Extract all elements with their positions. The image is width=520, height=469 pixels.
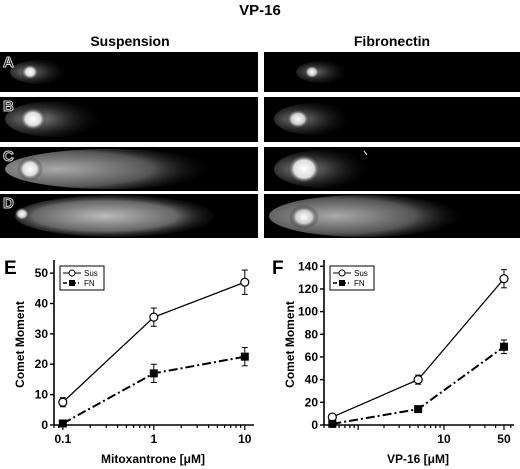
chart-e-legend-label-fn: FN [84, 279, 95, 288]
chart-f-legend-box [329, 265, 375, 291]
chart-f-x-axis-label: VP-16 [μM] [387, 452, 449, 466]
comet-image-b-fibronectin [264, 97, 520, 142]
chart-e-series-sus-line [62, 281, 246, 403]
chart-f-point-fn [414, 405, 423, 414]
comet-image-a-suspension [0, 52, 258, 92]
chart-f-point-fn [499, 342, 508, 351]
chart-e-legend-box [59, 265, 105, 291]
comet-image-d-suspension [0, 194, 258, 238]
comet-image-c-suspension [0, 147, 258, 191]
chart-f-y-tick-label: 40 [305, 373, 319, 387]
chart-f-y-tick-label: 100 [298, 305, 318, 319]
chart-e-point-fn [58, 419, 67, 428]
chart-e-y-axis-label: Comet Moment [13, 301, 27, 388]
chart-e-point-sus [58, 397, 68, 407]
chart-e-y-tick-label: 30 [35, 327, 49, 341]
chart-f-legend-marker-sus [338, 269, 346, 277]
comet-d-suspension-graphic [14, 195, 215, 237]
chart-e-x-tick-label: 10 [238, 432, 252, 446]
comet-c-fibronectin-graphic [274, 150, 374, 188]
row-label-d: D [3, 195, 15, 213]
panel-letter-f: F [272, 258, 284, 279]
chart-e-y-tick-label: 40 [35, 296, 49, 310]
chart-f-legend-label-fn: FN [354, 279, 365, 288]
chart-f-y-tick-label: 20 [305, 395, 319, 409]
comet-a-fibronectin-graphic [296, 61, 348, 83]
chart-f-legend-label-sus: Sus [354, 269, 368, 278]
chart-e-y-tick-label: 50 [35, 266, 49, 280]
chart-f-legend-marker-fn [339, 280, 345, 286]
chart-f-series-sus-line [332, 278, 505, 418]
chart-f-y-tick-label: 60 [305, 350, 319, 364]
chart-f-y-tick-label: 80 [305, 327, 319, 341]
chart-f-y-tick-label: 140 [298, 259, 318, 273]
chart-e-y-tick-label: 0 [41, 418, 48, 432]
comet-c-suspension-graphic [5, 149, 215, 189]
column-header-fibronectin: Fibronectin [353, 33, 431, 49]
column-header-suspension: Suspension [90, 33, 170, 49]
chart-e: 0 10 20 30 40 50 0.1 1 10 Mitoxantrone [μM] Comet … [13, 260, 254, 466]
comet-b-suspension-graphic [5, 101, 105, 137]
comet-image-d-fibronectin [264, 194, 520, 238]
chart-e-point-fn [149, 369, 158, 378]
panel-letter-e: E [4, 258, 17, 279]
chart-f: 0 20 40 60 80 100 120 140 10 50 VP-16 [μM] Comet Mo… [283, 259, 514, 466]
chart-e-x-tick-label: 0.1 [54, 432, 71, 446]
chart-f-y-tick-label: 120 [298, 282, 318, 296]
comet-a-suspension-graphic [10, 60, 70, 84]
chart-e-point-sus [149, 312, 159, 322]
chart-e-legend-marker-fn [69, 280, 75, 286]
comet-b-fibronectin-graphic [274, 103, 354, 135]
chart-e-x-tick-label: 1 [150, 432, 157, 446]
comet-image-b-suspension [0, 97, 258, 142]
chart-e-legend-marker-sus [68, 269, 76, 277]
chart-f-point-sus [413, 375, 423, 385]
chart-f-y-axis-label: Comet Moment [283, 301, 297, 388]
comet-d-fibronectin-graphic [269, 195, 459, 237]
chart-f-y-tick-label: 0 [311, 418, 318, 432]
chart-f-x-tick-label: 50 [497, 432, 511, 446]
chart-e-point-fn [240, 352, 249, 361]
chart-e-y-tick-label: 20 [35, 357, 49, 371]
chart-f-point-sus [499, 274, 509, 284]
row-label-a: A [3, 54, 15, 72]
comet-image-grid: A B [0, 52, 520, 238]
chart-f-point-fn [328, 419, 337, 428]
chart-e-point-sus [240, 277, 250, 287]
comet-image-a-fibronectin [264, 52, 520, 92]
chart-f-x-tick-label: 10 [437, 432, 451, 446]
row-label-b: B [3, 98, 15, 116]
figure-title: VP-16 [239, 2, 281, 19]
row-label-c: C [3, 148, 15, 166]
chart-e-y-tick-label: 10 [35, 388, 49, 402]
comet-image-c-fibronectin [264, 147, 520, 191]
chart-f-point-sus [327, 412, 337, 422]
chart-e-legend-label-sus: Sus [84, 269, 98, 278]
chart-e-x-axis-label: Mitoxantrone [μM] [101, 452, 205, 466]
